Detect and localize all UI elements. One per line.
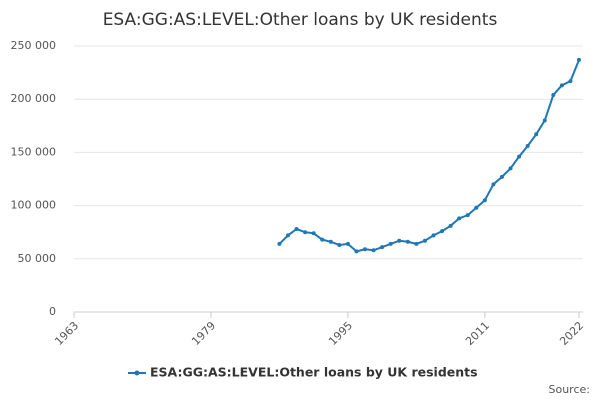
point: [448, 223, 453, 228]
point: [285, 233, 290, 238]
y-tick-label: 250 000: [11, 39, 57, 52]
point: [508, 166, 513, 171]
point: [482, 198, 487, 203]
y-tick-label: 150 000: [11, 145, 57, 158]
point: [363, 247, 368, 252]
point: [397, 238, 402, 243]
y-tick-label: 0: [49, 305, 56, 318]
point: [277, 241, 282, 246]
point: [551, 92, 556, 97]
point: [371, 248, 376, 253]
point: [517, 154, 522, 159]
point: [568, 79, 573, 84]
point: [422, 238, 427, 243]
point: [465, 213, 470, 218]
series-line: [278, 59, 580, 253]
point: [311, 231, 316, 236]
point: [345, 241, 350, 246]
point: [491, 182, 496, 187]
chart-title: ESA:GG:AS:LEVEL:Other loans by UK reside…: [103, 10, 498, 30]
x-tick-label: 2022: [557, 319, 586, 348]
legend-label: ESA:GG:AS:LEVEL:Other loans by UK reside…: [150, 365, 478, 380]
point: [559, 83, 564, 88]
point: [303, 230, 308, 235]
point: [499, 174, 504, 179]
point: [542, 118, 547, 123]
point: [320, 237, 325, 242]
point: [457, 216, 462, 221]
point: [388, 241, 393, 246]
point: [431, 233, 436, 238]
x-tick-label: 1995: [326, 319, 355, 348]
y-tick-label: 200 000: [11, 92, 57, 105]
y-tick-label: 100 000: [11, 199, 57, 212]
point: [380, 245, 385, 250]
x-tick-label: 2011: [463, 319, 492, 348]
x-tick-label: 1963: [52, 319, 81, 348]
point: [534, 132, 539, 137]
point: [337, 242, 342, 247]
point: [294, 227, 299, 232]
point: [405, 239, 410, 244]
x-tick-label: 1979: [189, 319, 218, 348]
point: [354, 249, 359, 254]
point: [525, 144, 530, 149]
legend-symbol-dot: [134, 370, 140, 376]
point: [328, 239, 333, 244]
source: Source:: [549, 383, 591, 396]
point: [474, 205, 479, 210]
point: [440, 229, 445, 234]
point: [414, 241, 419, 246]
y-tick-label: 50 000: [18, 252, 57, 265]
point: [577, 57, 581, 62]
